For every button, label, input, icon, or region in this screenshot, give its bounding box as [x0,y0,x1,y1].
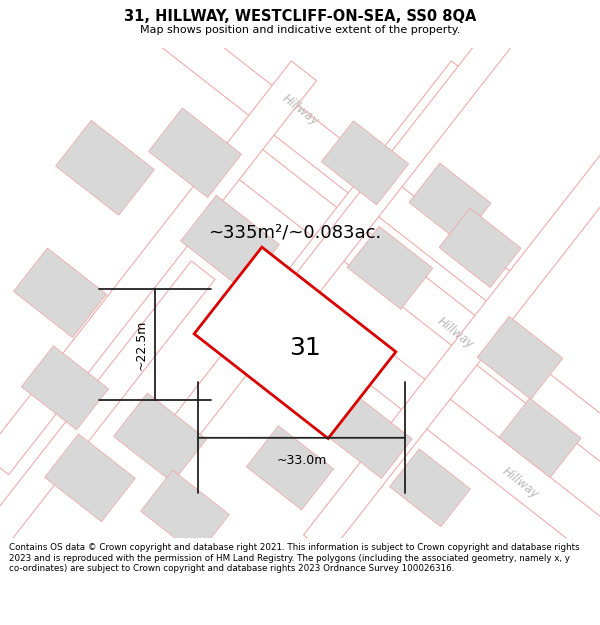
Text: 31: 31 [289,336,321,360]
Text: ~33.0m: ~33.0m [277,454,326,467]
Polygon shape [322,121,409,205]
Polygon shape [347,226,433,309]
Polygon shape [0,261,215,594]
Text: Contains OS data © Crown copyright and database right 2021. This information is : Contains OS data © Crown copyright and d… [9,543,580,573]
Polygon shape [0,61,317,474]
Polygon shape [14,248,106,338]
Text: Hillway: Hillway [279,92,321,128]
Polygon shape [220,134,600,521]
Text: 31, HILLWAY, WESTCLIFF-ON-SEA, SS0 8QA: 31, HILLWAY, WESTCLIFF-ON-SEA, SS0 8QA [124,9,476,24]
Polygon shape [304,141,600,554]
Polygon shape [45,434,135,522]
Text: ~22.5m: ~22.5m [134,319,148,369]
Polygon shape [439,208,521,288]
Polygon shape [22,346,109,430]
Text: Map shows position and indicative extent of the property.: Map shows position and indicative extent… [140,25,460,35]
Polygon shape [113,393,206,482]
Polygon shape [409,163,491,242]
Polygon shape [247,426,334,510]
Polygon shape [477,316,563,399]
Polygon shape [181,196,280,290]
Polygon shape [22,0,518,308]
Polygon shape [389,449,470,527]
Polygon shape [351,340,600,616]
Polygon shape [56,121,154,215]
Polygon shape [194,247,396,439]
Text: Hillway: Hillway [499,464,541,501]
Text: ~335m²/~0.083ac.: ~335m²/~0.083ac. [208,224,382,242]
Polygon shape [194,247,396,439]
Polygon shape [140,470,229,556]
Text: Hillway: Hillway [434,314,476,351]
Polygon shape [328,397,412,479]
Polygon shape [255,11,525,344]
Polygon shape [149,108,241,198]
Polygon shape [143,61,476,474]
Polygon shape [499,398,581,478]
